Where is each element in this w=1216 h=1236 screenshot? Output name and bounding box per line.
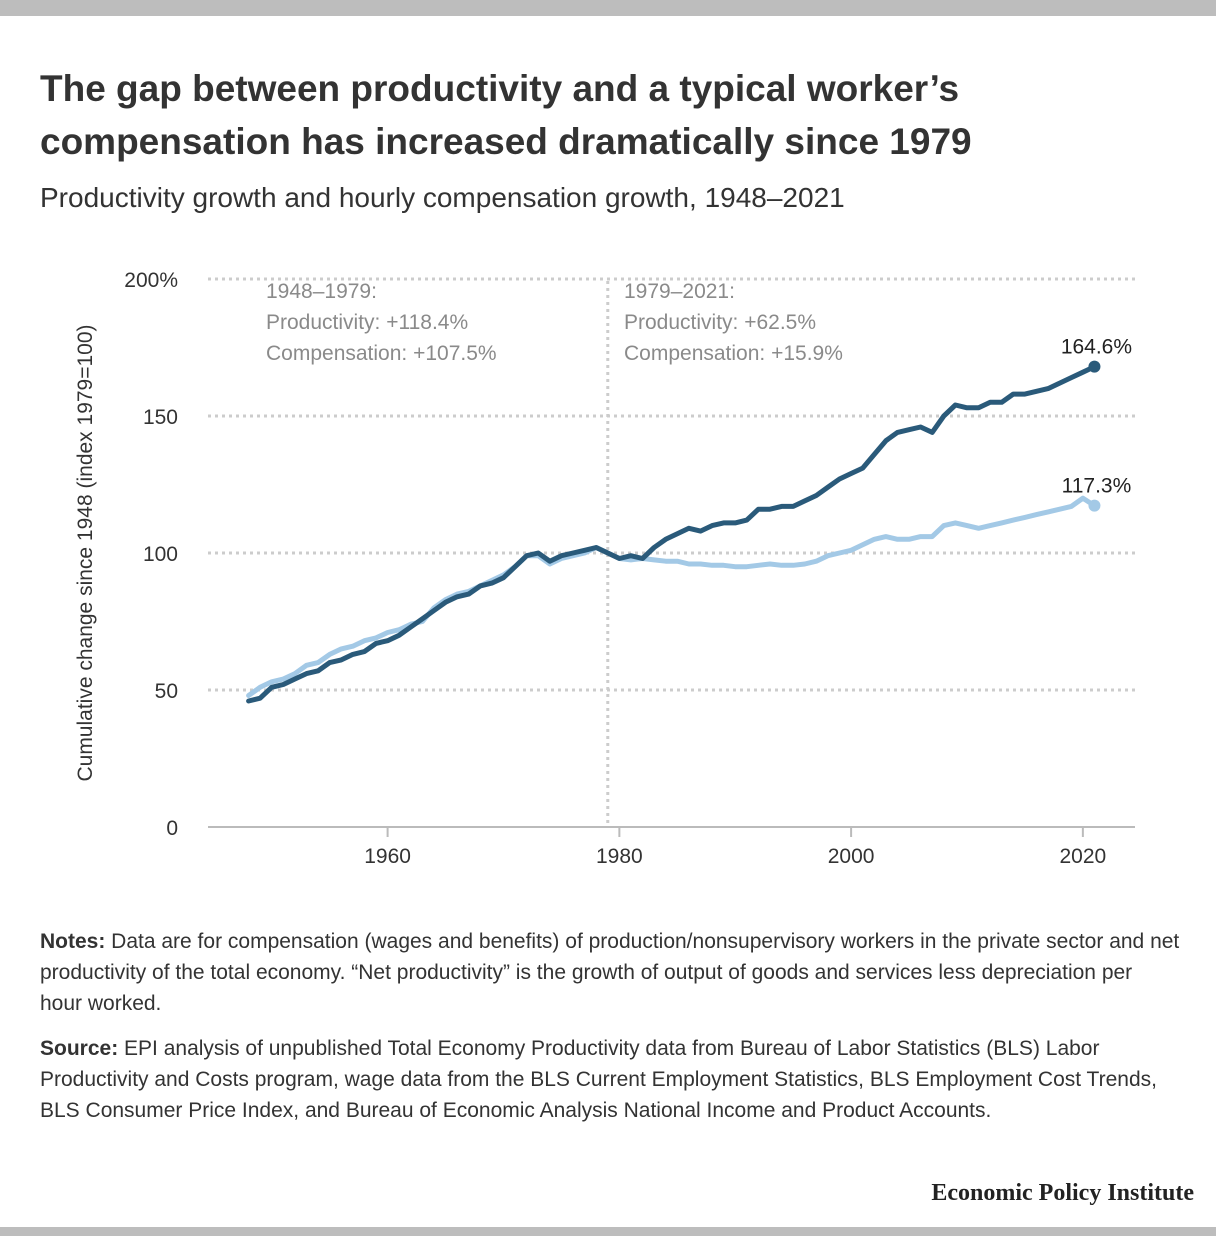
notes-label: Notes: <box>40 930 106 953</box>
y-axis-title: Cumulative change since 1948 (index 1979… <box>74 324 97 781</box>
chart-subtitle: Productivity growth and hourly compensat… <box>40 182 845 213</box>
compensation-end-point <box>1088 499 1101 512</box>
gridlines <box>208 277 1135 692</box>
x-tick-label: 1960 <box>364 845 411 868</box>
annotation-line: Productivity: +62.5% <box>624 311 816 334</box>
y-tick-label: 150 <box>143 406 178 429</box>
y-tick-label: 0 <box>166 817 178 840</box>
bottom-border <box>0 1227 1216 1236</box>
brand-logo: Economic Policy Institute <box>931 1180 1194 1206</box>
y-tick-label: 100 <box>143 543 178 566</box>
period-annotations: 1948–1979: Productivity: +118.4% Compensat… <box>266 280 843 365</box>
productivity-end-label: 164.6% <box>1061 336 1132 359</box>
notes-text: Data are for compensation (wages and ben… <box>40 930 1180 1015</box>
annotation-line: Productivity: +118.4% <box>266 311 468 334</box>
top-border <box>0 0 1216 16</box>
x-tick-label: 1980 <box>596 845 643 868</box>
annotation-line: Compensation: +15.9% <box>624 342 843 365</box>
series-lines <box>246 360 1101 704</box>
end-labels: 117.3% 164.6% <box>1061 336 1132 498</box>
annotation-line: 1979–2021: <box>624 280 735 303</box>
notes: Notes: Data are for compensation (wages … <box>40 926 1180 1019</box>
y-tick-label: 50 <box>155 680 178 703</box>
x-tick-label: 2020 <box>1059 845 1106 868</box>
productivity-line <box>246 364 1097 704</box>
annotation-line: 1948–1979: <box>266 280 377 303</box>
productivity-end-point <box>1088 360 1101 373</box>
source: Source: EPI analysis of unpublished Tota… <box>40 1033 1180 1126</box>
source-text: EPI analysis of unpublished Total Econom… <box>40 1037 1157 1122</box>
y-tick-label: 200% <box>124 269 178 292</box>
source-label: Source: <box>40 1037 119 1060</box>
line-chart: 0 50 100 150 200% 1960 1980 2000 2020 1948–1979… <box>74 269 1135 868</box>
compensation-end-label: 117.3% <box>1062 475 1132 498</box>
chart-title: The gap between productivity and a typic… <box>40 68 972 162</box>
y-axis-labels: 0 50 100 150 200% <box>124 269 178 840</box>
annotation-line: Compensation: +107.5% <box>266 342 497 365</box>
x-axis: 1960 1980 2000 2020 <box>208 826 1135 868</box>
compensation-line <box>246 495 1097 698</box>
x-tick-label: 2000 <box>828 845 875 868</box>
